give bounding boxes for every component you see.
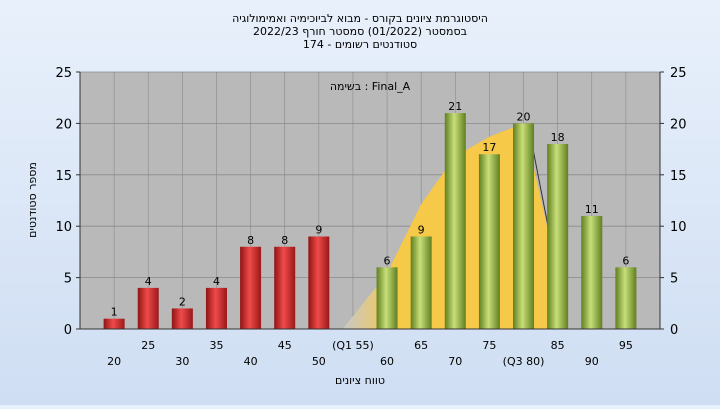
bar-90 [581,215,603,329]
chart-title-line-3: סטודנטים רשומים - 174 [303,38,417,51]
bar-25 [137,287,159,329]
data-label-60: 6 [384,254,391,267]
chart-title-line-2: בסמסטר (01/2022) סמסטר חורף 2022/23 [253,25,467,38]
bar-75 [478,154,500,329]
data-label-65: 9 [418,223,425,236]
bar-60 [376,267,398,329]
y-tick-left-5: 5 [64,272,72,287]
data-labels-group: 1 4 2 4 8 8 9 6 9 21 17 20 18 11 6 [111,100,630,319]
x-tick-15: 95 [619,339,633,352]
x-tick-10: 70 [448,355,462,368]
y-tick-right-5: 5 [670,272,678,287]
x-tick-2: 30 [175,355,189,368]
y-tick-right-10: 10 [670,220,687,235]
bar-35 [205,287,227,329]
bar-20 [103,318,125,329]
data-label-70: 21 [448,100,462,113]
y-tick-left-20: 20 [55,117,72,132]
y-tick-left-0: 0 [64,323,72,338]
data-label-25: 4 [145,275,152,288]
bar-95 [615,267,637,329]
bar-40 [240,246,262,329]
x-tick-9: 65 [414,339,428,352]
x-tick-1: 25 [141,339,155,352]
data-label-90: 11 [585,203,599,216]
x-tick-3: 35 [209,339,223,352]
x-tick-14: 90 [585,355,599,368]
data-label-(Q3 80): 20 [517,110,531,123]
x-tick-11: 75 [482,339,496,352]
data-label-40: 8 [247,234,254,247]
y-tick-left-10: 10 [55,220,72,235]
data-label-30: 2 [179,295,186,308]
bar-70 [444,113,466,330]
chart-annotation: בשימה : Final_A [330,80,411,93]
y-tick-right-20: 20 [670,117,687,132]
bar-85 [547,143,569,329]
x-tick-13: 85 [551,339,565,352]
x-tick-8: 60 [380,355,394,368]
bar-30 [171,308,193,329]
data-label-75: 17 [482,141,496,154]
data-label-20: 1 [111,306,118,319]
chart-title-line-1: היסטוגרמת ציונים בקורס - מבוא לביוכימיה … [232,12,488,25]
bar-65 [410,236,432,329]
y-tick-labels-left: 0 5 10 15 20 25 [55,66,80,338]
y-tick-left-15: 15 [55,169,72,184]
bar-(Q3 80) [513,123,535,330]
data-label-35: 4 [213,275,220,288]
x-tick-5: 45 [278,339,292,352]
y-tick-right-15: 15 [670,169,687,184]
y-tick-right-0: 0 [670,323,678,338]
bar-45 [274,246,296,329]
data-label-50: 9 [315,223,322,236]
x-tick-12: (Q3 80) [503,355,545,368]
plot-area [80,72,660,329]
y-tick-labels-right: 0 5 10 15 20 25 [660,66,687,338]
x-tick-4: 40 [244,355,258,368]
x-tick-7: (Q1 55) [332,339,374,352]
data-label-45: 8 [281,234,288,247]
x-tick-0: 20 [107,355,121,368]
x-tick-6: 50 [312,355,326,368]
y-tick-left-25: 25 [55,66,72,81]
data-label-85: 18 [551,131,565,144]
bars-group [103,113,637,330]
y-tick-right-25: 25 [670,66,687,81]
y-axis-title: מספר סטודנטים [26,162,39,238]
bar-50 [308,236,330,329]
data-label-95: 6 [622,254,629,267]
x-tick-labels: 20 25 30 35 40 45 50 (Q1 55) 60 65 70 75 (Q3 80) 85 90… [107,339,633,368]
x-axis-title: טווח ציונים [335,374,385,387]
